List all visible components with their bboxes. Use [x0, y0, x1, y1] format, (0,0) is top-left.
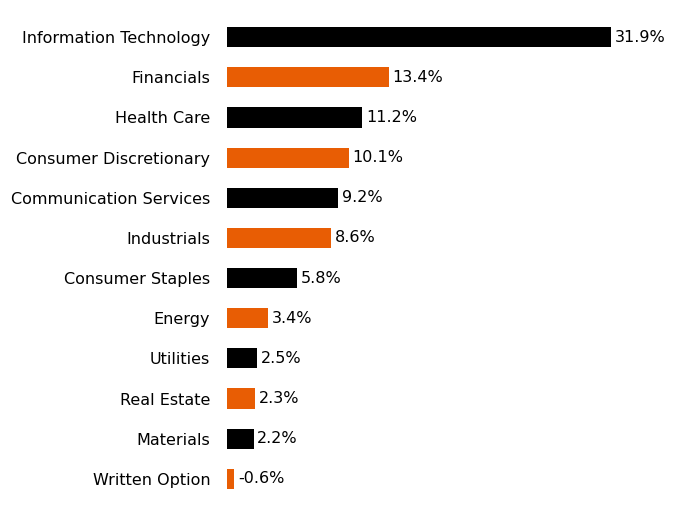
Text: 11.2%: 11.2%	[366, 110, 417, 125]
Text: 31.9%: 31.9%	[615, 30, 666, 45]
Text: 13.4%: 13.4%	[393, 70, 443, 85]
Bar	[228, 67, 388, 87]
Text: 9.2%: 9.2%	[342, 190, 382, 205]
Bar	[228, 148, 349, 168]
Bar	[228, 389, 255, 409]
Text: 8.6%: 8.6%	[335, 231, 375, 246]
Bar	[228, 228, 331, 248]
Text: 3.4%: 3.4%	[272, 311, 313, 326]
Bar	[228, 188, 338, 208]
Bar	[228, 308, 268, 328]
Bar	[228, 348, 258, 368]
Bar	[228, 107, 362, 127]
Text: -0.6%: -0.6%	[238, 471, 285, 486]
Text: 2.3%: 2.3%	[259, 391, 299, 406]
Bar	[228, 27, 611, 47]
Text: 2.2%: 2.2%	[258, 431, 298, 446]
Bar	[228, 469, 235, 489]
Text: 2.5%: 2.5%	[261, 351, 301, 366]
Bar	[228, 268, 297, 288]
Bar	[228, 429, 254, 449]
Text: 10.1%: 10.1%	[352, 150, 404, 165]
Text: 5.8%: 5.8%	[301, 270, 342, 285]
